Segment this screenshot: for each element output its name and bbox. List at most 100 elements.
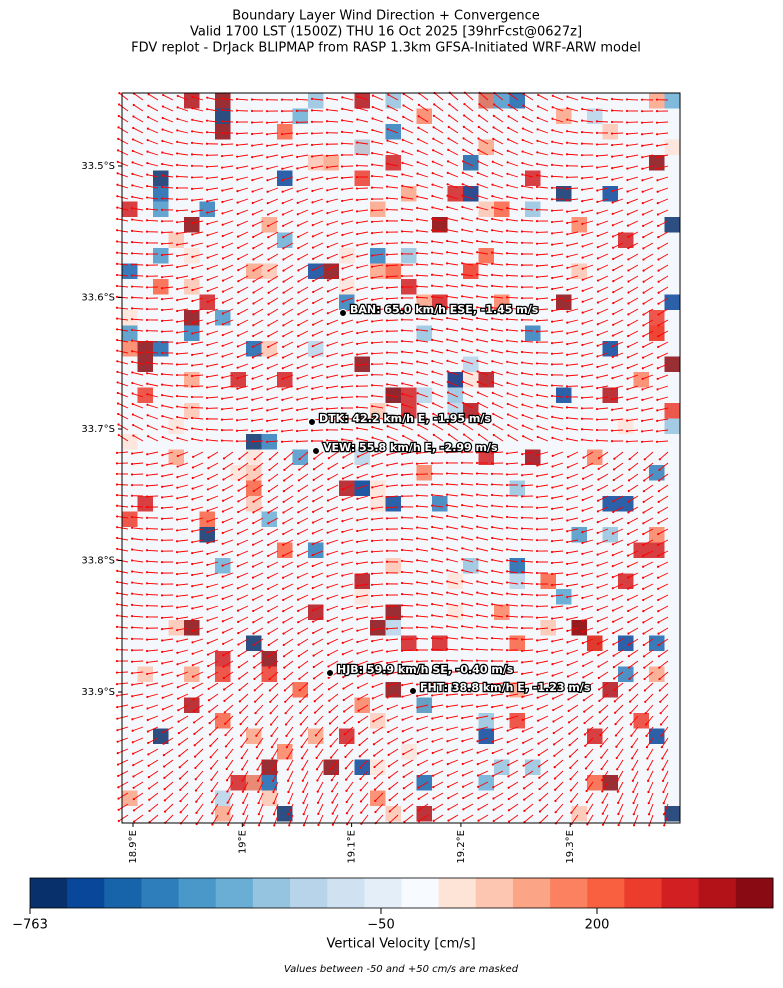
wind-arrow-head <box>476 483 478 485</box>
wind-arrow-head <box>371 374 373 376</box>
wind-arrow-head <box>657 367 659 369</box>
wind-arrow-head <box>662 769 664 771</box>
wind-arrow-head <box>161 405 163 407</box>
wind-arrow-head <box>161 140 163 142</box>
wind-arrow-head <box>146 219 148 221</box>
wind-arrow-head <box>660 723 662 725</box>
wind-arrow-head <box>641 409 643 411</box>
wind-arrow-head <box>176 606 178 608</box>
wind-arrow-head <box>446 694 448 696</box>
wind-arrow-head <box>356 233 358 235</box>
wind-arrow-head <box>161 243 163 245</box>
wind-arrow-head <box>356 385 358 387</box>
wind-arrow-head <box>431 581 433 583</box>
wind-arrow-head <box>299 689 301 691</box>
wind-arrow-head <box>416 230 418 232</box>
wind-arrow <box>597 121 608 122</box>
wind-arrow-head <box>207 290 209 292</box>
wind-arrow-head <box>191 153 193 155</box>
wind-arrow-head <box>131 538 133 540</box>
wind-arrow-head <box>297 202 299 204</box>
wind-arrow-head <box>476 317 478 319</box>
wind-arrow-head <box>345 790 347 792</box>
wind-arrow-head <box>311 408 313 410</box>
wind-arrow-head <box>131 307 133 309</box>
wind-arrow-head <box>417 403 419 405</box>
wind-arrow-head <box>356 164 358 166</box>
wind-arrow-head <box>267 270 269 272</box>
wind-arrow-head <box>386 298 388 300</box>
wind-arrow-head <box>507 741 509 743</box>
wind-arrow-head <box>296 121 298 123</box>
wind-arrow-head <box>597 631 599 633</box>
wind-arrow-head <box>116 729 118 731</box>
wind-arrow-head <box>208 688 210 690</box>
wind-arrow-head <box>567 466 569 468</box>
wind-arrow-head <box>522 435 524 437</box>
wind-arrow-head <box>507 150 509 152</box>
wind-arrow-head <box>582 642 584 644</box>
wind-arrow-head <box>297 554 299 556</box>
wind-arrow-head <box>161 518 163 520</box>
wind-arrow-head <box>611 109 613 111</box>
wind-arrow-head <box>357 477 359 479</box>
wind-arrow-head <box>316 757 318 759</box>
wind-arrow <box>312 110 323 111</box>
wind-arrow-head <box>356 585 358 587</box>
shade-cell <box>355 760 371 776</box>
wind-arrow-head <box>598 688 600 690</box>
wind-arrow-head <box>313 479 315 481</box>
wind-arrow-head <box>491 548 493 550</box>
wind-arrow-head <box>656 441 658 443</box>
shade-cell <box>401 744 417 760</box>
wind-arrow-head <box>551 164 553 166</box>
wind-arrow-head <box>271 746 273 748</box>
wind-arrow-head <box>446 493 448 495</box>
wind-arrow-head <box>627 213 629 215</box>
wind-arrow-head <box>536 140 538 142</box>
wind-arrow-head <box>371 129 373 131</box>
wind-arrow-head <box>176 353 178 355</box>
wind-arrow-head <box>551 595 553 597</box>
wind-arrow-head <box>282 633 284 635</box>
wind-arrow-head <box>462 381 464 383</box>
wind-arrow-head <box>206 200 208 202</box>
wind-arrow-head <box>613 666 615 668</box>
wind-arrow-head <box>312 643 314 645</box>
wind-arrow-head <box>284 689 286 691</box>
wind-arrow-head <box>227 802 229 804</box>
wind-arrow-head <box>270 723 272 725</box>
wind-arrow-head <box>297 213 299 215</box>
wind-arrow <box>192 154 203 155</box>
wind-arrow-head <box>551 551 553 553</box>
wind-arrow-head <box>342 456 344 458</box>
wind-arrow-head <box>330 768 332 770</box>
wind-arrow-head <box>581 355 583 357</box>
wind-arrow-head <box>341 354 343 356</box>
wind-arrow-head <box>177 455 179 457</box>
wind-arrow-head <box>416 537 418 539</box>
shade-cell <box>138 341 154 357</box>
wind-arrow-head <box>316 768 318 770</box>
wind-arrow-head <box>476 273 478 275</box>
wind-arrow-head <box>356 508 358 510</box>
wind-arrow-head <box>161 265 163 267</box>
wind-arrow-head <box>132 424 134 426</box>
wind-arrow-head <box>253 666 255 668</box>
wind-arrow-head <box>356 574 358 576</box>
wind-arrow-head <box>612 269 614 271</box>
wind-arrow-head <box>371 352 373 354</box>
wind-arrow-head <box>312 489 314 491</box>
wind-arrow-head <box>341 586 343 588</box>
wind-arrow-head <box>222 510 224 512</box>
wind-arrow-head <box>225 745 227 747</box>
wind-arrow-head <box>566 541 568 543</box>
wind-arrow-head <box>312 655 314 657</box>
wind-arrow-head <box>641 168 643 170</box>
wind-arrow-head <box>642 313 644 315</box>
wind-arrow-head <box>327 301 329 303</box>
wind-arrow-head <box>210 767 212 769</box>
wind-arrow-head <box>596 166 598 168</box>
wind-arrow-head <box>662 791 664 793</box>
wind-arrow-head <box>298 479 300 481</box>
